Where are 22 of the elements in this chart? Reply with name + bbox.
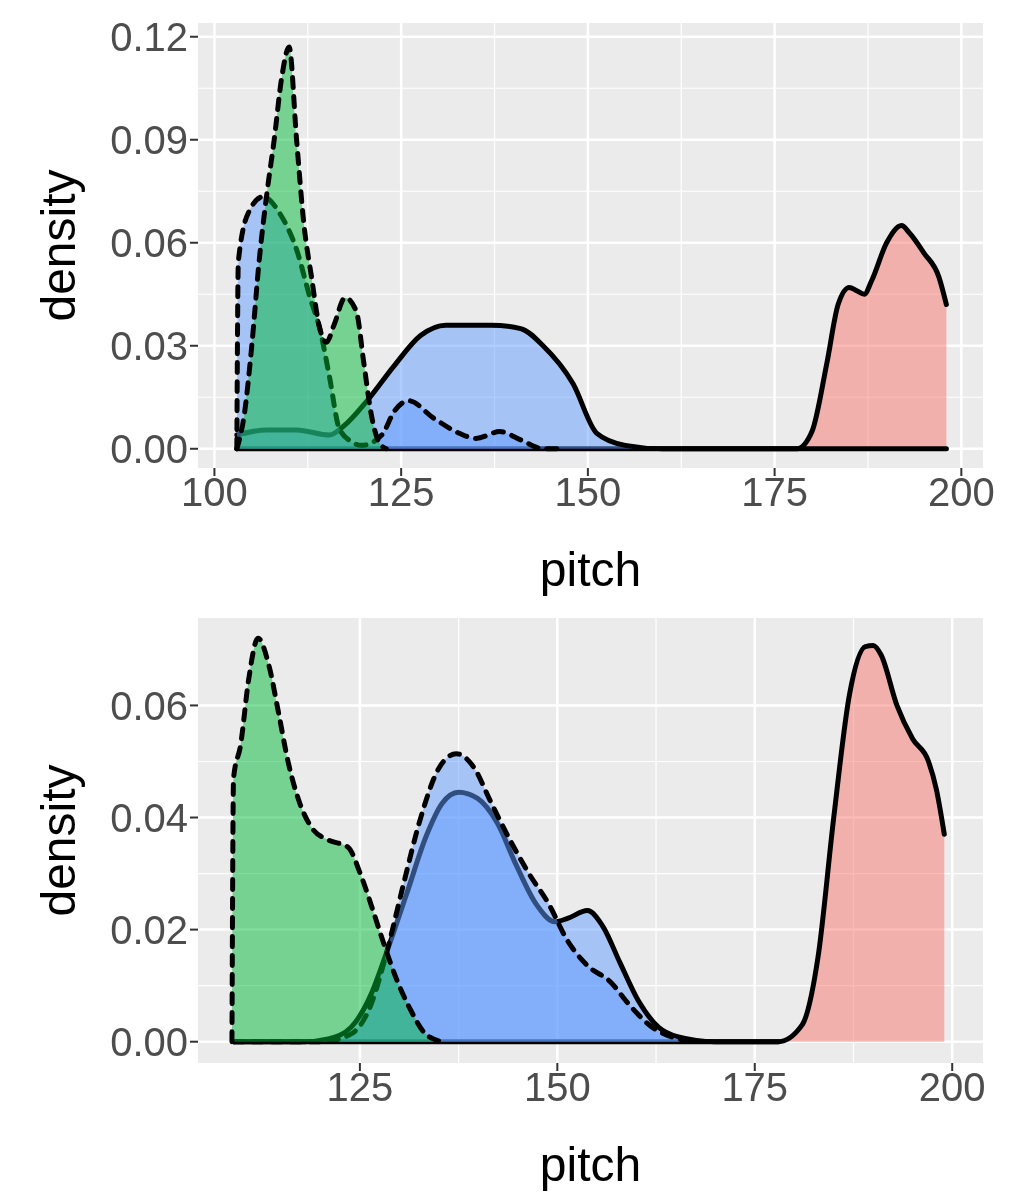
x-tick-label: 125 <box>367 470 435 515</box>
x-tick-label: 125 <box>326 1065 394 1110</box>
x-tick-label: 150 <box>523 1065 591 1110</box>
y-axis-title: density <box>32 169 86 322</box>
x-axis-title: pitch <box>539 543 642 596</box>
x-tick-label: 100 <box>181 470 248 515</box>
x-tick-label: 175 <box>721 1065 789 1110</box>
x-axis-title: pitch <box>539 1138 642 1191</box>
x-tick-label: 150 <box>554 470 622 515</box>
y-tick-label: 0.06 <box>110 220 188 265</box>
y-tick-label: 0.00 <box>110 426 188 471</box>
y-tick-label: 0.09 <box>110 117 188 162</box>
x-tick-label: 200 <box>927 470 995 515</box>
y-tick-label: 0.03 <box>110 323 188 368</box>
y-tick-label: 0.04 <box>110 795 188 840</box>
x-tick-label: 175 <box>741 470 808 515</box>
y-tick-label: 0.00 <box>110 1019 188 1064</box>
y-axis-title: density <box>32 764 86 917</box>
y-tick-label: 0.02 <box>110 907 188 952</box>
y-tick-label: 0.06 <box>110 683 188 728</box>
y-tick-label: 0.12 <box>110 14 188 59</box>
x-tick-label: 200 <box>918 1065 986 1110</box>
